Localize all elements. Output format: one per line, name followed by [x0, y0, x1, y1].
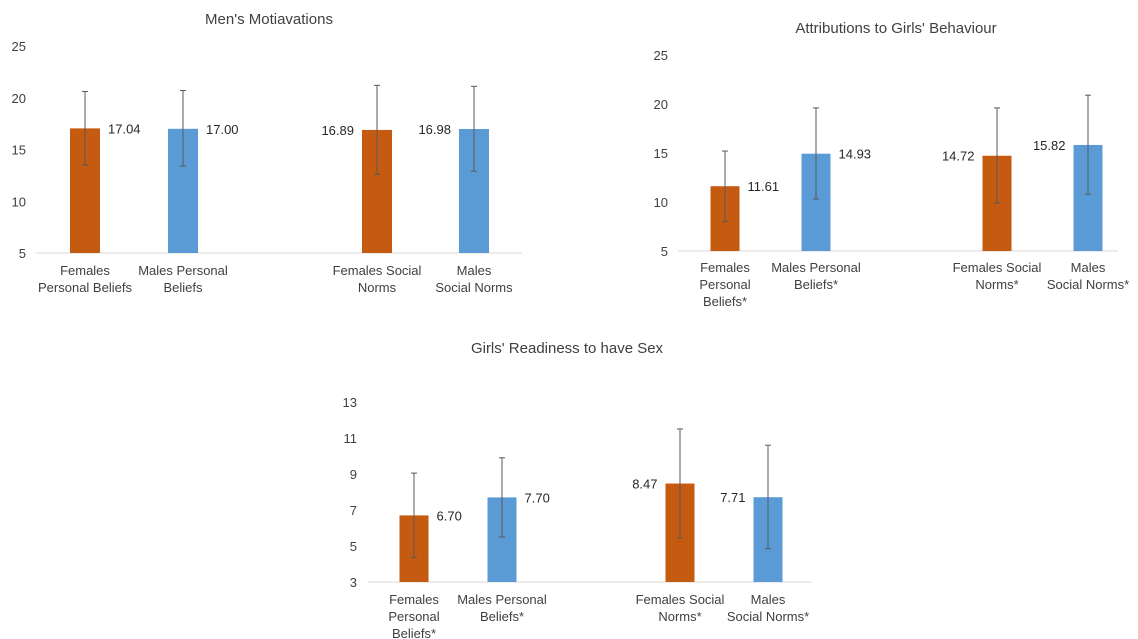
data-label: 11.61: [748, 179, 780, 194]
data-label: 7.70: [525, 490, 550, 505]
category-label: Males Personal Beliefs: [138, 263, 228, 295]
y-tick-label: 5: [350, 539, 357, 554]
chart-title: Attributions to Girls' Behaviour: [795, 20, 996, 37]
data-label: 14.93: [839, 147, 872, 162]
category-label: Females Personal Beliefs*: [699, 260, 750, 309]
chart-1: Men's Motiavations 5 10 15 20 25 17.04 Females P…: [12, 11, 522, 295]
chart-2: Attributions to Girls' Behaviour 5 10 15 20 2…: [654, 20, 1130, 309]
category-label: Females Social Norms*: [953, 260, 1042, 292]
data-label: 7.71: [720, 490, 745, 505]
y-tick-label: 13: [343, 395, 357, 410]
y-tick-label: 15: [12, 143, 26, 158]
chart-title: Girls' Readiness to have Sex: [471, 340, 664, 357]
data-label: 16.89: [321, 123, 354, 138]
data-label: 14.72: [942, 149, 975, 164]
category-label: Females Personal Beliefs: [38, 263, 132, 295]
data-label: 8.47: [632, 477, 657, 492]
chart-3: Girls' Readiness to have Sex 3 5 7 9 11 13 6.70…: [343, 340, 812, 639]
data-label: 16.98: [418, 122, 451, 137]
y-tick-label: 25: [654, 48, 668, 63]
y-tick-label: 5: [661, 244, 668, 259]
category-label: Males Social Norms*: [1047, 260, 1129, 292]
data-label: 6.70: [437, 508, 462, 523]
y-tick-label: 5: [19, 246, 26, 261]
category-label: Males Social Norms*: [727, 592, 809, 624]
y-tick-label: 9: [350, 467, 357, 482]
chart-title: Men's Motiavations: [205, 11, 333, 28]
category-label: Females Social Norms*: [636, 592, 725, 624]
data-label: 15.82: [1033, 138, 1066, 153]
category-label: Females Social Norms: [333, 263, 422, 295]
y-tick-label: 7: [350, 503, 357, 518]
y-tick-label: 11: [344, 431, 358, 446]
y-tick-label: 20: [12, 91, 26, 106]
category-label: Males Personal Beliefs*: [771, 260, 861, 292]
category-label: Males Personal Beliefs*: [457, 592, 547, 624]
data-label: 17.04: [108, 121, 141, 136]
y-tick-label: 15: [654, 146, 668, 161]
category-label: Females Personal Beliefs*: [388, 592, 439, 639]
y-tick-label: 25: [12, 39, 26, 54]
category-label: Males Social Norms: [435, 263, 513, 295]
y-tick-label: 10: [654, 195, 668, 210]
y-tick-label: 3: [350, 575, 357, 590]
y-tick-label: 10: [12, 194, 26, 209]
y-tick-label: 20: [654, 97, 668, 112]
data-label: 17.00: [206, 122, 239, 137]
